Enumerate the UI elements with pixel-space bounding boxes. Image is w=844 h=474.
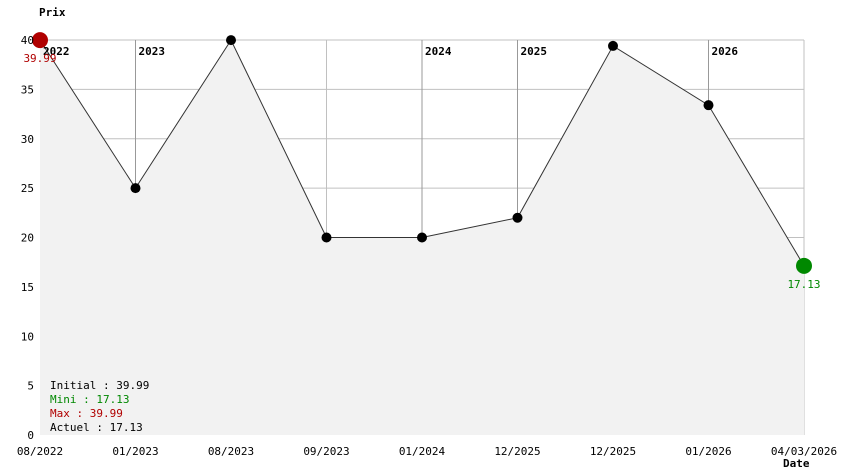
year-marker-label: 2025 — [521, 45, 548, 58]
min-point-label: 17.13 — [787, 278, 820, 291]
x-tick-label: 08/2022 — [17, 445, 63, 458]
y-tick-label: 15 — [21, 281, 34, 294]
y-tick-label: 0 — [27, 429, 34, 442]
summary-actuel: Actuel : 17.13 — [50, 421, 143, 434]
summary-mini: Mini : 17.13 — [50, 393, 129, 406]
x-tick-label: 12/2025 — [590, 445, 636, 458]
year-marker-label: 2024 — [425, 45, 452, 58]
x-tick-label: 01/2026 — [685, 445, 731, 458]
x-tick-label: 01/2024 — [399, 445, 446, 458]
y-axis-label: Prix — [39, 6, 66, 19]
data-point — [417, 232, 427, 243]
summary-initial: Initial : 39.99 — [50, 379, 149, 392]
y-tick-label: 5 — [27, 380, 34, 393]
year-marker-label: 2023 — [139, 45, 166, 58]
x-tick-label: 12/2025 — [494, 445, 540, 458]
data-point — [226, 35, 236, 46]
y-tick-label: 20 — [21, 232, 34, 245]
data-point — [796, 257, 812, 274]
y-tick-label: 30 — [21, 133, 34, 146]
x-tick-label: 04/03/2026 — [771, 445, 837, 458]
data-point — [512, 212, 523, 223]
x-tick-label: 08/2023 — [208, 445, 254, 458]
year-marker-label: 2022 — [43, 45, 70, 58]
data-point — [321, 232, 332, 243]
x-tick-label: 09/2023 — [303, 445, 349, 458]
y-tick-label: 35 — [21, 83, 34, 96]
y-tick-label: 40 — [21, 34, 34, 47]
x-tick-label: 01/2023 — [112, 445, 158, 458]
x-axis-label: Date — [783, 457, 810, 470]
y-tick-label: 25 — [21, 182, 34, 195]
data-point — [703, 100, 714, 111]
data-point — [130, 183, 141, 194]
year-marker-label: 2026 — [712, 45, 739, 58]
data-point — [32, 32, 48, 49]
data-point — [608, 40, 618, 51]
max-point-label: 39.99 — [23, 52, 56, 65]
y-tick-label: 10 — [21, 330, 34, 343]
summary-max: Max : 39.99 — [50, 407, 123, 420]
